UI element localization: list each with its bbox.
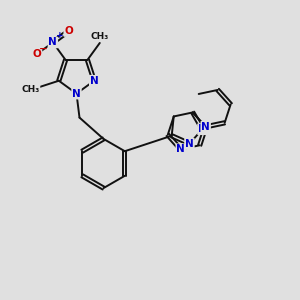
Text: N: N bbox=[176, 144, 185, 154]
Text: N: N bbox=[201, 122, 210, 132]
Text: CH₃: CH₃ bbox=[91, 32, 109, 41]
Text: N: N bbox=[198, 124, 207, 134]
Text: O: O bbox=[33, 49, 41, 59]
Text: −: − bbox=[39, 44, 48, 53]
Text: N: N bbox=[49, 38, 57, 47]
Text: N: N bbox=[72, 88, 81, 99]
Text: O: O bbox=[64, 26, 73, 36]
Text: +: + bbox=[56, 32, 63, 40]
Text: N: N bbox=[90, 76, 99, 86]
Text: N: N bbox=[185, 139, 194, 148]
Text: CH₃: CH₃ bbox=[21, 85, 40, 94]
